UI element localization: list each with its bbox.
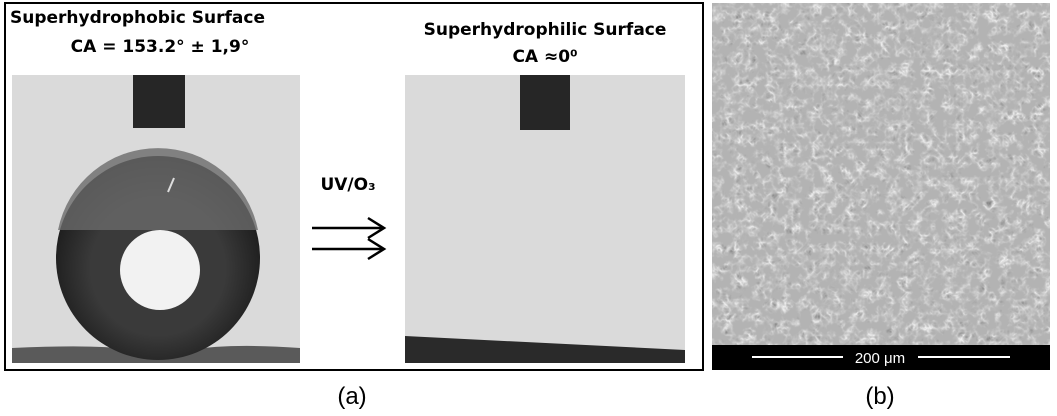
treatment-label: UV/O₃ bbox=[320, 175, 375, 195]
sem-image: 200 μm bbox=[712, 3, 1050, 370]
left-subtitle: CA = 153.2° ± 1,9° bbox=[71, 37, 250, 57]
hydrophobic-photo bbox=[12, 75, 300, 363]
page: {"panel_a": {"left_title": "Superhydroph… bbox=[0, 0, 1057, 416]
figure: Superhydrophobic Surface CA = 153.2° ± 1… bbox=[0, 0, 1057, 416]
scale-bar-label: 200 μm bbox=[855, 350, 905, 367]
caption-a: (a) bbox=[337, 383, 366, 410]
caption-b: (b) bbox=[865, 383, 894, 410]
left-title: Superhydrophobic Surface bbox=[10, 8, 265, 28]
hydrophilic-photo bbox=[405, 75, 685, 363]
right-title: Superhydrophilic Surface bbox=[424, 20, 667, 40]
right-subtitle: CA ≈0⁰ bbox=[512, 47, 577, 67]
